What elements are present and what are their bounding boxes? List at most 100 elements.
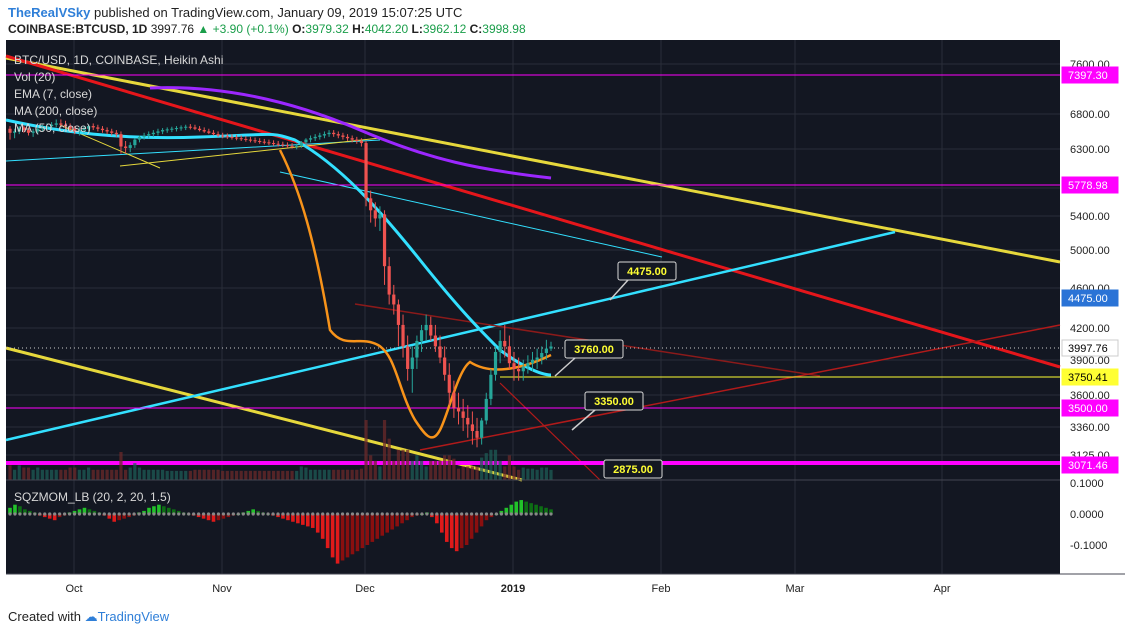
squeeze-dot xyxy=(524,512,528,516)
momentum-bar xyxy=(211,514,216,522)
created-with-text: Created with xyxy=(8,609,81,624)
squeeze-dot xyxy=(271,512,275,516)
tradingview-brand[interactable]: TradingView xyxy=(97,609,170,624)
candle-body xyxy=(151,132,155,135)
squeeze-dot xyxy=(127,512,131,516)
momentum-bar xyxy=(171,509,176,514)
momentum-bar xyxy=(305,514,310,527)
volume-bar xyxy=(142,469,146,480)
price-chart[interactable]: 7600.006800.006300.005800.005400.005000.… xyxy=(0,40,1131,602)
volume-bar xyxy=(466,466,470,480)
squeeze-momentum-bars xyxy=(8,500,553,564)
close-value: 3998.98 xyxy=(482,22,526,36)
squeeze-dot xyxy=(107,512,111,516)
legend-ma50[interactable]: MA (50, close) xyxy=(14,121,91,135)
volume-bar xyxy=(271,470,276,480)
dark-red-line-2 xyxy=(419,324,1061,451)
oscillator-tick-label: 0.0000 xyxy=(1070,509,1104,521)
candle-body xyxy=(350,138,354,140)
candle-body xyxy=(295,145,299,147)
squeeze-dot xyxy=(455,512,459,516)
author-name[interactable]: TheRealVSky xyxy=(8,5,91,20)
candle-body xyxy=(271,143,276,145)
volume-bar xyxy=(285,470,290,480)
squeeze-dot xyxy=(256,512,260,516)
volume-bar xyxy=(350,469,354,480)
momentum-bar xyxy=(47,514,52,519)
candle-body xyxy=(63,124,68,127)
price-tag-box xyxy=(1061,289,1119,307)
momentum-bar xyxy=(281,514,285,519)
volume-bar xyxy=(239,470,243,480)
symbol-line: COINBASE:BTCUSD, 1D xyxy=(8,22,148,36)
momentum-bar xyxy=(216,514,221,521)
low-label: L: xyxy=(411,22,423,36)
volume-bar xyxy=(503,466,507,480)
candle-body xyxy=(8,128,12,133)
volume-bar xyxy=(128,467,132,480)
candle-body xyxy=(424,324,428,331)
publish-header: TheRealVSky published on TradingView.com… xyxy=(8,5,462,20)
legend-ema[interactable]: EMA (7, close) xyxy=(14,87,92,101)
momentum-bar xyxy=(77,509,82,514)
momentum-bar xyxy=(13,504,17,514)
squeeze-dot xyxy=(460,512,464,516)
squeeze-dot xyxy=(519,512,523,516)
momentum-bar xyxy=(469,514,474,539)
chart-legend: BTC/USD, 1D, COINBASE, Heikin Ashi Vol (… xyxy=(14,53,223,504)
volume-bar xyxy=(133,463,137,480)
volume-bar xyxy=(160,469,165,480)
squeeze-dot xyxy=(226,512,230,516)
volume-bar xyxy=(507,455,511,480)
momentum-bar xyxy=(162,506,166,514)
candle-body xyxy=(369,198,373,211)
low-value: 3962.12 xyxy=(422,22,467,36)
candle-body xyxy=(156,131,160,133)
squeeze-dot xyxy=(286,512,290,516)
volume-bar xyxy=(276,470,280,480)
momentum-bar xyxy=(440,514,444,533)
momentum-bar xyxy=(529,503,533,514)
squeeze-dot xyxy=(38,512,42,516)
time-tick-label: 2019 xyxy=(501,583,525,595)
candle-body xyxy=(45,126,49,128)
volume-bar xyxy=(327,469,331,480)
momentum-bar xyxy=(315,514,320,533)
price-change: +3.90 (+0.1%) xyxy=(212,22,289,36)
squeeze-dot xyxy=(87,512,92,516)
squeeze-dot xyxy=(216,512,221,516)
candle-body xyxy=(327,132,331,135)
momentum-bar xyxy=(474,514,479,533)
momentum-bar xyxy=(52,514,57,521)
candle-body xyxy=(382,214,387,267)
up-arrow-icon: ▲ xyxy=(197,22,210,36)
volume-bar xyxy=(512,466,516,480)
momentum-bar xyxy=(365,514,370,545)
volume-bar xyxy=(211,469,216,480)
volume-bar xyxy=(382,420,387,480)
squeeze-dot xyxy=(28,512,32,516)
squeeze-dot xyxy=(187,512,191,516)
price-tick-label: 5000.00 xyxy=(1070,245,1110,257)
volume-bar xyxy=(281,470,285,480)
squeeze-dot xyxy=(157,512,161,516)
time-tick-label: Apr xyxy=(933,583,950,595)
price-tag-label: 4475.00 xyxy=(1068,293,1108,305)
volume-bar xyxy=(137,467,142,480)
squeeze-dot xyxy=(469,512,474,516)
price-tag-label: 7397.30 xyxy=(1068,70,1108,82)
annotation-label: 3760.00 xyxy=(574,344,614,356)
volume-bar xyxy=(443,455,447,480)
momentum-bar xyxy=(385,514,390,533)
squeeze-dot xyxy=(539,512,543,516)
squeeze-dot xyxy=(62,512,67,516)
oscillator-label[interactable]: SQZMOM_LB (20, 2, 20, 1.5) xyxy=(14,490,171,504)
momentum-bar xyxy=(152,506,156,514)
candle-body xyxy=(512,363,516,369)
legend-volume[interactable]: Vol (20) xyxy=(14,70,55,84)
legend-ma200[interactable]: MA (200, close) xyxy=(14,104,97,118)
squeeze-dot xyxy=(97,512,101,516)
candle-body xyxy=(406,346,410,369)
volume-bar xyxy=(456,468,461,480)
squeeze-dot xyxy=(326,512,330,516)
